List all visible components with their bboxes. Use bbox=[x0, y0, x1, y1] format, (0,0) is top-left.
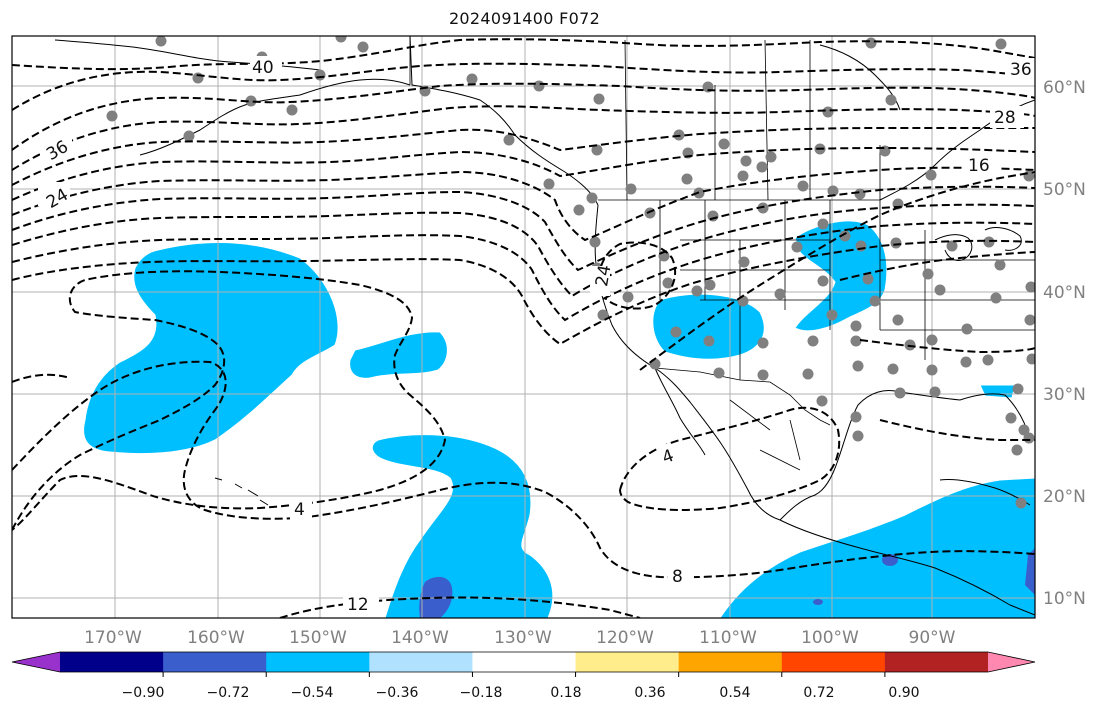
lat-label: 20°N bbox=[1043, 487, 1086, 507]
contour-label: 40 bbox=[252, 58, 274, 78]
colorbar-tick-label: −0.18 bbox=[460, 685, 503, 701]
contour-label: 28 bbox=[994, 108, 1016, 128]
contour-30-west bbox=[12, 373, 71, 383]
colorbar-tick-label: 0.54 bbox=[719, 685, 750, 701]
lat-label: 60°N bbox=[1043, 78, 1086, 98]
colorbar-segment bbox=[472, 652, 577, 672]
contour-8 bbox=[12, 360, 1035, 579]
deep-region-4 bbox=[813, 599, 823, 605]
border-mexico-states bbox=[729, 399, 801, 471]
lon-label: 130°W bbox=[494, 628, 552, 648]
lon-label: 170°W bbox=[84, 628, 142, 648]
coast-hawaii bbox=[214, 477, 269, 506]
lon-label: 120°W bbox=[596, 628, 654, 648]
colorbar-segment bbox=[884, 652, 989, 672]
contour-38 bbox=[12, 62, 1035, 111]
contour-28 bbox=[12, 126, 1035, 186]
contour-4-pacific bbox=[12, 270, 447, 531]
colorbar-extend-max bbox=[988, 652, 1035, 672]
contour-24 bbox=[12, 146, 1035, 201]
contour-24-low bbox=[598, 241, 677, 310]
contour-32 bbox=[12, 105, 1035, 171]
shaded-region-tropical-east bbox=[719, 477, 1035, 618]
shaded-regions bbox=[83, 220, 1035, 618]
coast-central-america bbox=[779, 519, 1035, 616]
colorbar-segment bbox=[369, 652, 473, 672]
contour-36 bbox=[12, 82, 1035, 151]
lat-label: 50°N bbox=[1043, 180, 1086, 200]
longitude-labels: 170°W 160°W 150°W 140°W 130°W 120°W 110°… bbox=[84, 628, 956, 648]
contour-18 bbox=[12, 203, 1035, 298]
colorbar-segment bbox=[575, 652, 680, 672]
deep-region-3 bbox=[1025, 548, 1035, 595]
contour-lines bbox=[12, 38, 1035, 618]
lat-label: 30°N bbox=[1043, 385, 1086, 405]
border-canada-provinces bbox=[624, 39, 881, 201]
contour-label: 8 bbox=[672, 567, 683, 587]
contour-20 bbox=[12, 185, 1035, 272]
colorbar-tick-label: 0.36 bbox=[634, 685, 665, 701]
contour-trough-line bbox=[639, 171, 1035, 371]
contour-4-mexico bbox=[619, 406, 841, 511]
colorbar bbox=[11, 651, 1036, 677]
contour-label-boxes bbox=[38, 56, 1035, 614]
contour-east-3 bbox=[879, 419, 1035, 441]
map-title: 2024091400 F072 bbox=[448, 9, 601, 28]
contour-east bbox=[839, 251, 1035, 281]
lon-label: 90°W bbox=[909, 628, 956, 648]
colorbar-tick-label: −0.54 bbox=[291, 685, 334, 701]
gridlines bbox=[12, 36, 1035, 618]
colorbar-tick-label: −0.72 bbox=[207, 685, 250, 701]
colorbar-extend-min bbox=[12, 652, 60, 672]
coast-florida bbox=[959, 393, 1031, 441]
colorbar-tick-label: 0.18 bbox=[550, 685, 581, 701]
contour-14 bbox=[12, 239, 1035, 346]
border-us-states bbox=[659, 200, 1035, 380]
colorbar-segment bbox=[781, 652, 886, 672]
colorbar-segment bbox=[266, 652, 370, 672]
coast-baja bbox=[654, 367, 706, 456]
contour-22 bbox=[12, 166, 1035, 242]
latitude-labels: 60°N 50°N 40°N 30°N 20°N 10°N bbox=[1043, 78, 1086, 609]
contour-label: 36 bbox=[1010, 60, 1032, 80]
shaded-region-pacific-large bbox=[83, 242, 339, 455]
political-borders bbox=[409, 36, 1035, 471]
lon-label: 160°W bbox=[187, 628, 245, 648]
colorbar-tick-label: 0.90 bbox=[888, 685, 919, 701]
colorbar-tick-label: 0.72 bbox=[803, 685, 834, 701]
contour-label: 12 bbox=[347, 595, 369, 615]
colorbar-tick-label: −0.90 bbox=[122, 685, 165, 701]
shaded-region-pacific-small bbox=[349, 331, 448, 379]
shaded-region-gulf-tip bbox=[979, 384, 1016, 399]
contour-label: 16 bbox=[968, 156, 990, 176]
lon-label: 110°W bbox=[699, 628, 757, 648]
colorbar-ticks: −0.90 −0.72 −0.54 −0.36 −0.18 0.18 0.36 … bbox=[122, 685, 920, 701]
lat-label: 40°N bbox=[1043, 283, 1086, 303]
colorbar-tick-label: −0.36 bbox=[376, 685, 419, 701]
colorbar-segment bbox=[678, 652, 783, 672]
contour-40 bbox=[12, 38, 1035, 71]
colorbar-outline bbox=[11, 651, 1036, 673]
contour-16 bbox=[12, 221, 1035, 322]
contour-12-south bbox=[279, 596, 641, 618]
map-frame bbox=[11, 35, 1036, 619]
colorbar-segment bbox=[60, 652, 164, 672]
lon-label: 140°W bbox=[391, 628, 449, 648]
contour-label: 24 bbox=[592, 263, 615, 288]
lon-label: 100°W bbox=[801, 628, 859, 648]
lat-label: 10°N bbox=[1043, 589, 1086, 609]
contour-label: 4 bbox=[294, 500, 305, 520]
lon-label: 150°W bbox=[289, 628, 347, 648]
colorbar-segment bbox=[163, 652, 267, 672]
border-us-mexico bbox=[654, 367, 831, 426]
contour-east-2 bbox=[859, 339, 1035, 354]
